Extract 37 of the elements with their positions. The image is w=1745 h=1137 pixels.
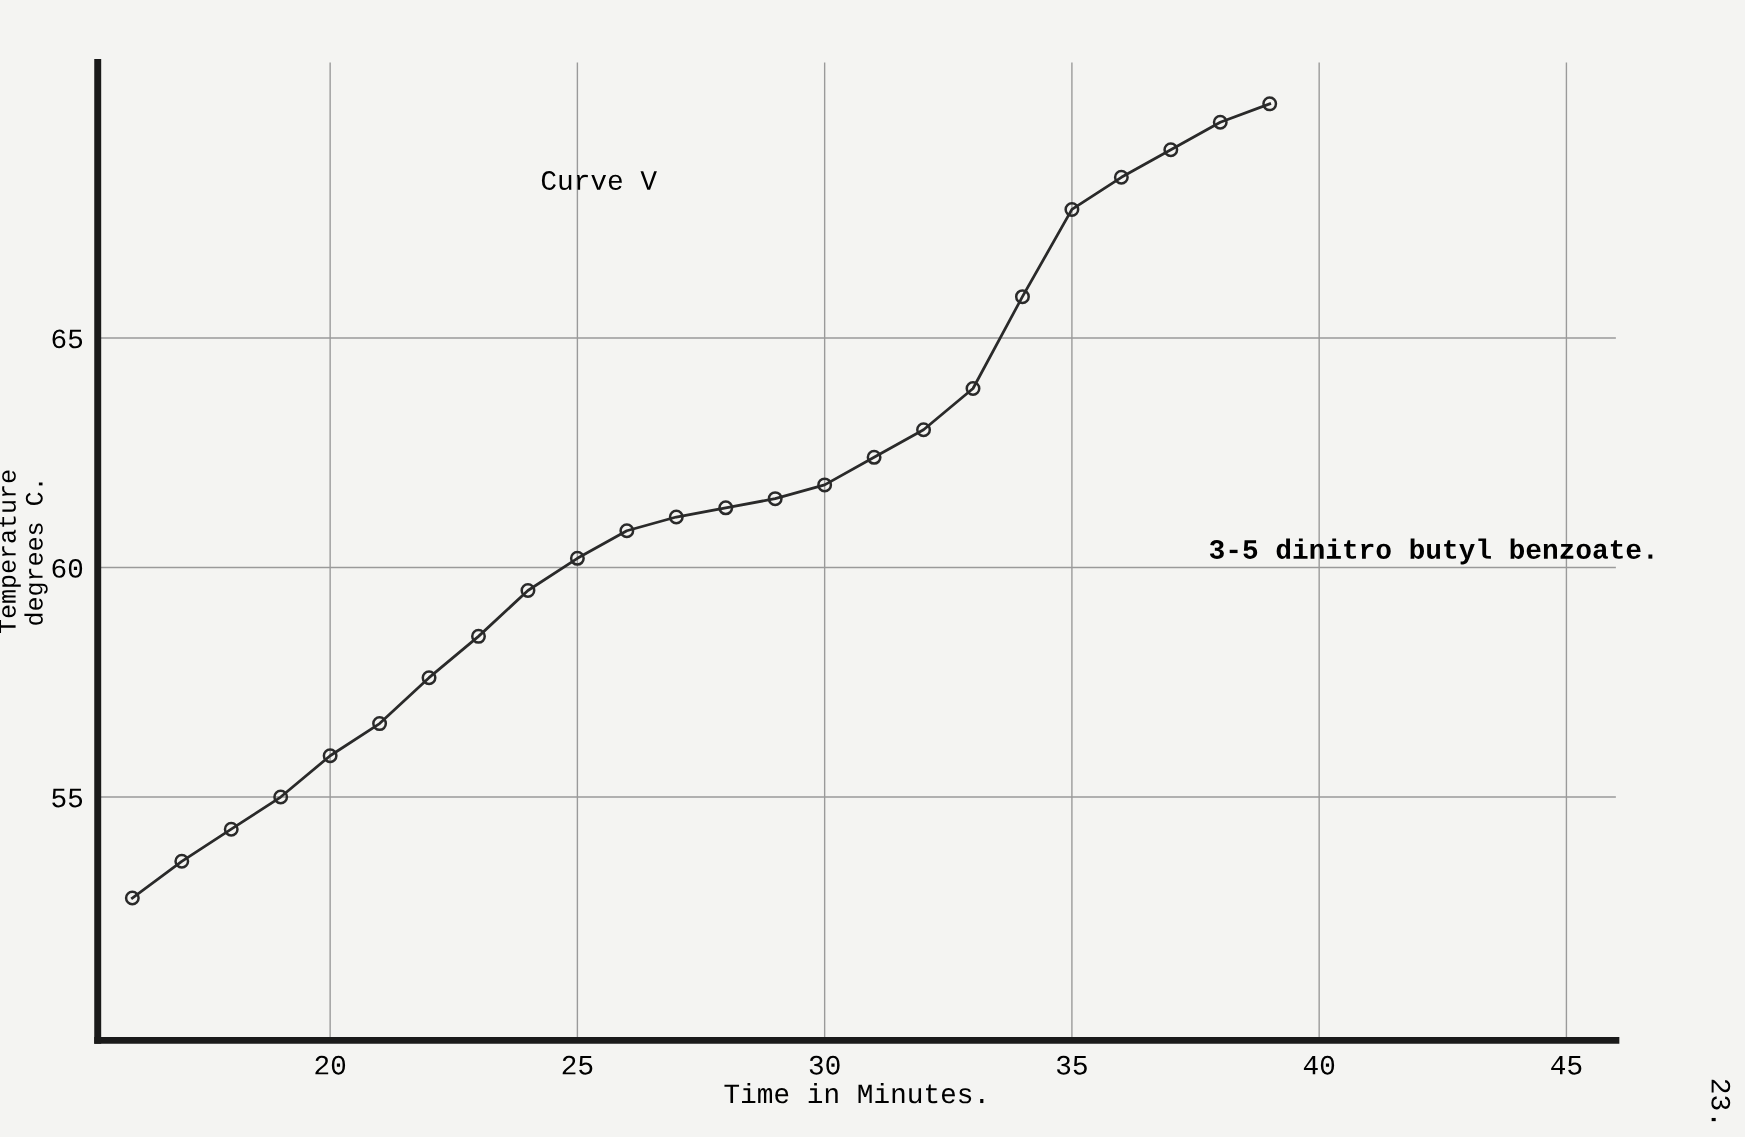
point [965,380,981,396]
x-tick-label: 40 [1303,1055,1335,1075]
point [1064,201,1080,217]
y-tick-label: 65 [52,329,83,349]
point [124,890,140,906]
point [470,628,486,644]
x-tick-label: 25 [562,1055,593,1075]
point [767,491,783,507]
point [174,853,190,869]
x-tick-label: 35 [1056,1055,1087,1075]
point [817,477,833,493]
x-tick-label: 20 [315,1055,346,1075]
x-tick-label: 30 [809,1055,840,1075]
text: 23. [1711,1079,1731,1122]
y-tick-label: 55 [52,788,83,808]
text: Curve V [541,171,657,190]
point [421,670,437,686]
point [1014,289,1030,305]
point [718,500,734,516]
point [520,582,536,598]
point [1262,96,1278,112]
point [1212,114,1228,130]
x-axis-title: Time in Minutes. [724,1082,984,1104]
point [1163,142,1179,158]
point [1113,169,1129,185]
point [372,716,388,732]
point [866,449,882,465]
point [619,523,635,539]
annotation: 3-5 dinitro butyl benzoate. [1209,538,1653,565]
point [322,748,338,764]
x-tick-label: 45 [1551,1056,1582,1075]
point [273,789,289,805]
point [916,422,932,438]
point [223,821,239,837]
point [668,509,684,525]
point [569,550,585,566]
y-tick-label: 60 [52,559,83,578]
